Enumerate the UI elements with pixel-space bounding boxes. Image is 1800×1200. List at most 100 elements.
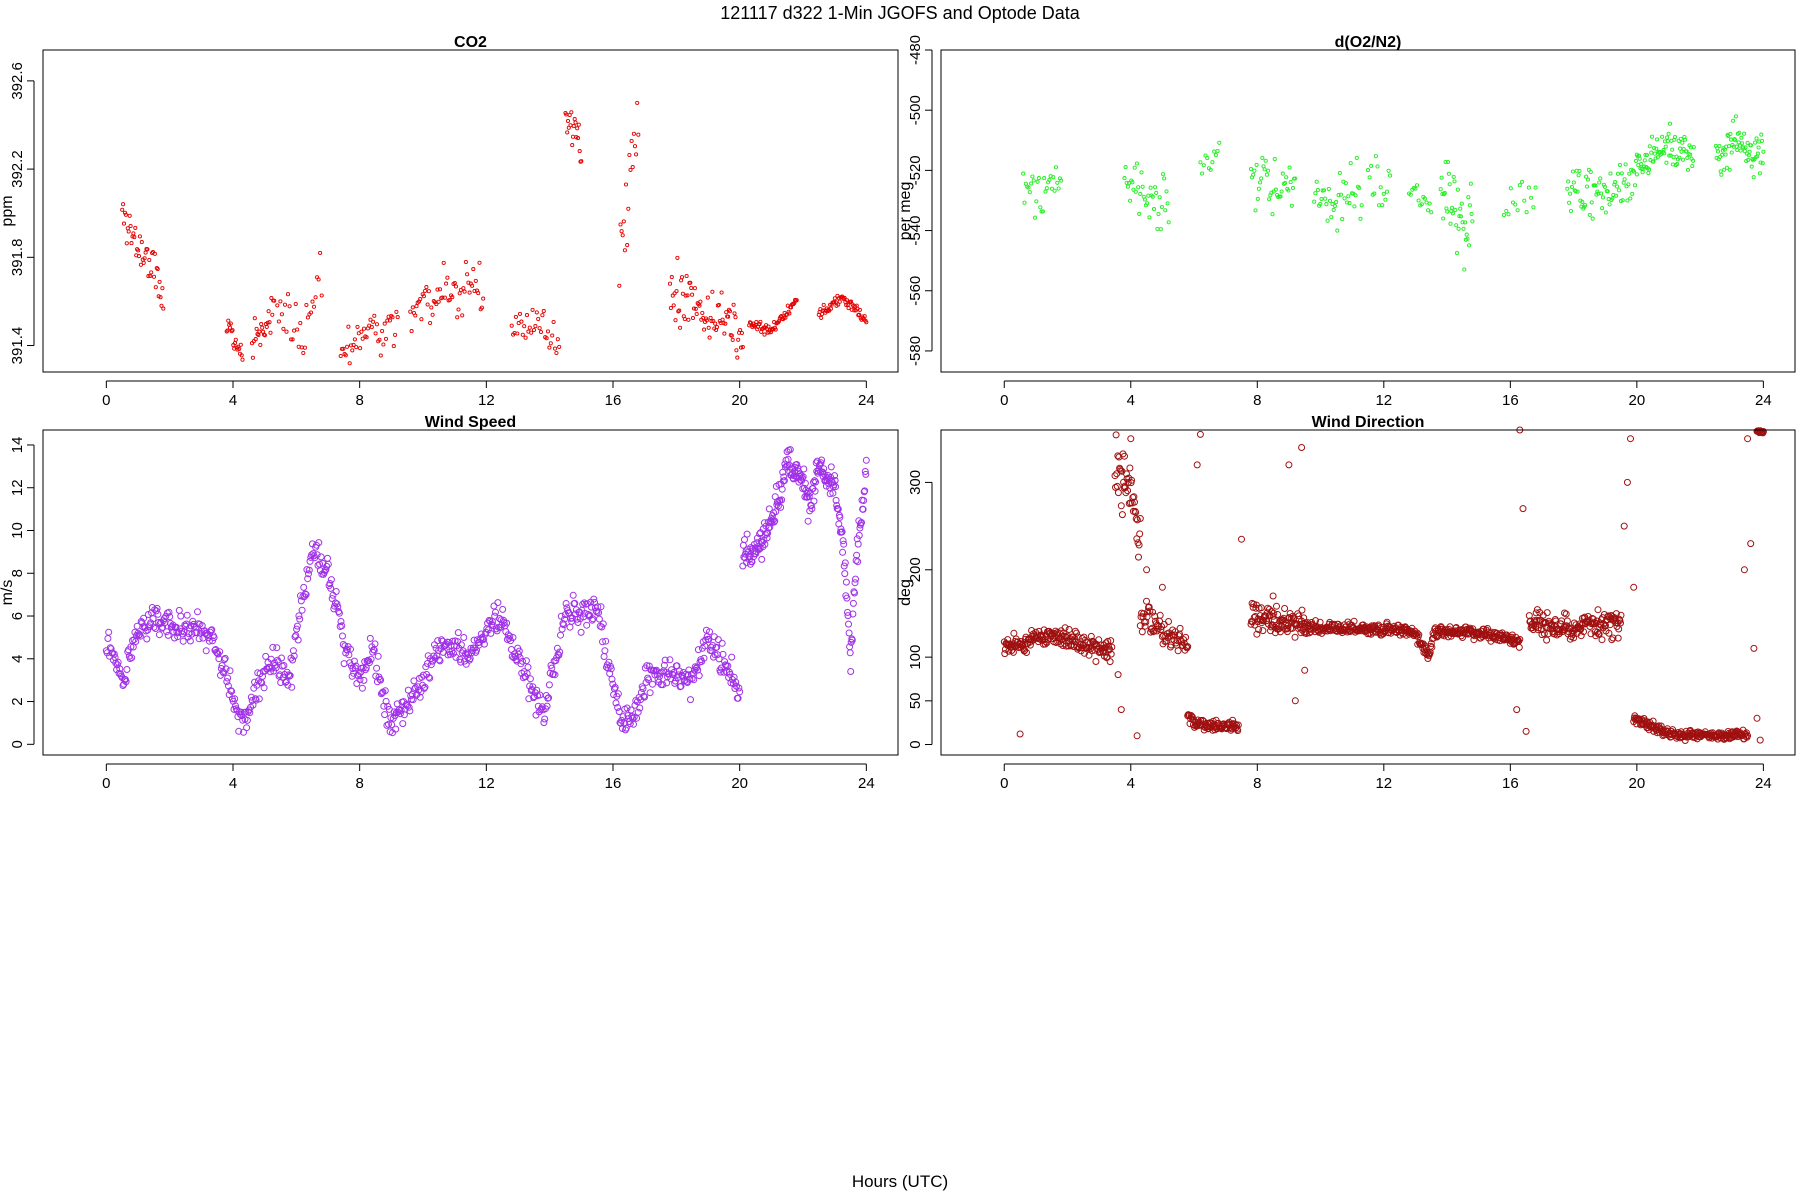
o2n2-point: [1327, 198, 1333, 203]
wind-speed-point: [692, 664, 700, 672]
wind-direction-point: [1149, 608, 1157, 616]
co2-point: [418, 297, 423, 302]
wind-speed-point: [202, 647, 210, 655]
wind-speed-point: [304, 575, 312, 583]
o2n2-point: [1746, 157, 1751, 162]
o2n2-point: [1414, 183, 1420, 188]
wind-direction-point: [1681, 737, 1689, 744]
o2n2-point: [1059, 178, 1064, 183]
o2n2-point: [1259, 176, 1264, 181]
wind-speed-point: [817, 459, 825, 467]
wind-speed-point: [804, 517, 812, 525]
o2n2-point: [1157, 195, 1162, 200]
co2-point: [455, 315, 460, 320]
o2n2-point: [1161, 172, 1166, 177]
wind-direction-point: [1516, 635, 1524, 643]
wind-direction-point: [1609, 634, 1617, 642]
wind-direction-point: [1291, 633, 1299, 641]
wind-speed-point: [841, 559, 849, 567]
wind-direction-point: [1042, 638, 1050, 646]
wind-speed-point: [485, 616, 493, 624]
wind-direction-point: [1281, 605, 1289, 612]
wind-speed-point: [228, 687, 236, 695]
wind-speed-point: [296, 615, 304, 623]
wind-direction-point: [1010, 629, 1018, 637]
wind-speed-point: [231, 695, 239, 703]
o2n2-point: [1286, 188, 1291, 193]
o2n2-point: [1352, 204, 1357, 209]
o2n2-point: [1681, 146, 1686, 152]
wind-speed-point: [840, 562, 848, 570]
co2-point: [632, 144, 638, 149]
wind-speed-point: [224, 674, 232, 682]
wind-direction-point: [1532, 609, 1540, 617]
o2n2-point: [1138, 191, 1143, 196]
o2n2-point: [1737, 130, 1742, 135]
wind-speed-point: [301, 590, 309, 598]
co2-point: [708, 315, 713, 320]
o2n2-point: [1589, 200, 1594, 205]
co2-panel: 0 4 8 12 16 20 24 391.4 391.8 392.2 392.6 CO2 ppm: [0, 34, 899, 409]
o2n2-point: [1628, 196, 1633, 201]
o2n2-point: [1467, 243, 1472, 248]
o2n2-y-tick-label: -520: [907, 155, 924, 185]
co2-point: [690, 315, 696, 321]
co2-point: [690, 292, 695, 297]
co2-point: [828, 306, 833, 311]
co2-point: [833, 300, 838, 305]
o2n2-point: [1753, 140, 1758, 145]
o2n2-point: [1633, 158, 1638, 163]
wind-speed-point: [284, 681, 292, 689]
wind-speed-point: [155, 631, 163, 639]
co2-point: [440, 295, 445, 300]
wind-direction-point: [1143, 597, 1150, 605]
wind-speed-point: [285, 672, 293, 680]
o2n2-point: [1031, 178, 1036, 183]
o2n2-point: [1359, 203, 1364, 208]
wind-speed-point: [844, 612, 852, 620]
o2n2-point: [1154, 190, 1159, 195]
co2-point: [529, 330, 534, 335]
o2n2-point: [1667, 153, 1672, 158]
wind-direction-point: [1180, 636, 1188, 644]
wind-speed-point: [316, 560, 324, 568]
o2n2-point: [1384, 189, 1390, 194]
wind-direction-point: [1274, 611, 1282, 618]
wind-speed-point: [305, 566, 313, 574]
wind-speed-point: [799, 473, 807, 481]
o2n2-point: [1293, 176, 1298, 181]
co2-point: [716, 302, 721, 307]
wind-speed-point: [845, 620, 852, 628]
co2-point: [679, 275, 685, 280]
co2-point: [460, 313, 465, 318]
wind-speed-point: [431, 641, 438, 649]
wind-direction-point: [1130, 493, 1138, 501]
wind-direction-point: [1411, 627, 1419, 635]
co2-point: [721, 321, 726, 326]
co2-point: [355, 324, 360, 329]
co2-point: [669, 275, 674, 280]
o2n2-point: [1329, 215, 1334, 220]
co2-point: [278, 299, 283, 304]
o2n2-point: [1729, 137, 1734, 142]
o2n2-point: [1455, 187, 1460, 192]
o2n2-point: [1622, 177, 1627, 182]
o2n2-point: [1610, 196, 1615, 201]
co2-point: [124, 241, 129, 246]
wind-speed-point: [610, 685, 618, 693]
wind-direction-point: [1111, 472, 1119, 480]
co2-point: [848, 299, 854, 304]
co2-point: [298, 320, 303, 326]
wind-speed-point: [305, 570, 312, 578]
co2-point: [636, 132, 641, 137]
co2-point: [517, 311, 523, 316]
wind-direction-point: [1156, 611, 1164, 619]
o2n2-point: [1369, 163, 1374, 168]
o2n2-point: [1044, 186, 1049, 191]
wind-direction-point: [1117, 706, 1125, 714]
o2n2-plot-frame: [940, 49, 1796, 373]
wind-direction-point: [1196, 430, 1204, 438]
o2n2-point: [1735, 147, 1740, 153]
wind-direction-point: [1101, 644, 1109, 652]
wind-direction-point: [1623, 478, 1631, 486]
